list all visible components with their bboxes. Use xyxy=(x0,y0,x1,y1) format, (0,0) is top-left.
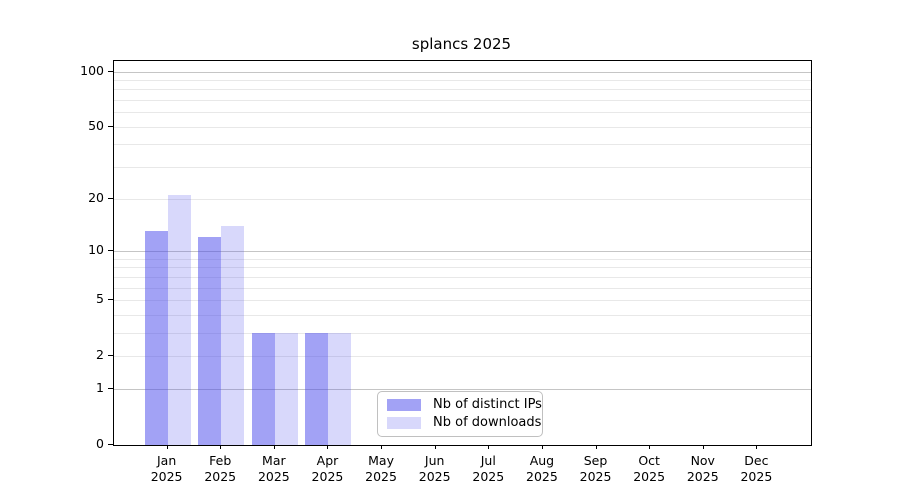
x-tick-label: Aug 2025 xyxy=(526,453,558,484)
bar-downloads xyxy=(274,332,298,445)
y-tick-label: 100 xyxy=(80,62,104,78)
bar-downloads xyxy=(167,194,191,445)
legend: Nb of distinct IPs Nb of downloads xyxy=(377,391,543,437)
gridline-minor xyxy=(114,258,811,260)
x-tick-label: Sep 2025 xyxy=(579,453,612,484)
gridline-major xyxy=(114,71,811,73)
gridline-minor xyxy=(114,314,811,316)
y-axis-tick xyxy=(108,355,113,357)
y-tick-label: 10 xyxy=(88,241,104,257)
bar-distinct-ips xyxy=(305,332,329,445)
plot-area xyxy=(113,60,812,446)
legend-item: Nb of downloads xyxy=(387,415,541,431)
y-axis-tick xyxy=(108,197,113,199)
y-axis-tick xyxy=(108,70,113,72)
x-tick-label: Jun 2025 xyxy=(418,453,451,484)
y-axis-tick xyxy=(108,125,113,127)
gridline-minor xyxy=(114,167,811,169)
x-axis-tick xyxy=(702,445,704,449)
legend-swatch-downloads xyxy=(387,417,421,429)
gridline-minor xyxy=(114,356,811,358)
y-tick-label: 50 xyxy=(88,117,104,133)
x-tick-label: May 2025 xyxy=(365,453,397,484)
x-axis-tick xyxy=(381,445,383,449)
gridline-minor xyxy=(114,276,811,278)
gridline-minor xyxy=(114,332,811,334)
x-axis-tick xyxy=(434,445,436,449)
x-tick-label: Jan 2025 xyxy=(150,453,183,484)
x-axis-tick xyxy=(488,445,490,449)
legend-swatch-distinct-ips xyxy=(387,399,421,411)
legend-label: Nb of downloads xyxy=(433,415,542,430)
y-axis-tick xyxy=(108,298,113,300)
gridline-major xyxy=(114,388,811,390)
y-tick-label: 2 xyxy=(96,347,104,363)
x-tick-label: Dec 2025 xyxy=(740,453,773,484)
x-axis-tick xyxy=(166,445,168,449)
y-tick-label: 0 xyxy=(96,436,104,451)
gridline-minor xyxy=(114,112,811,114)
bar-downloads xyxy=(328,332,352,445)
x-tick-label: Oct 2025 xyxy=(633,453,666,484)
gridline-minor xyxy=(114,100,811,102)
y-tick-label: 20 xyxy=(88,189,104,205)
bar-distinct-ips xyxy=(198,237,222,445)
bar-downloads xyxy=(221,225,245,445)
x-axis-tick xyxy=(273,445,275,449)
y-axis-tick xyxy=(108,249,113,251)
bar-distinct-ips xyxy=(144,231,168,445)
x-axis-tick xyxy=(649,445,651,449)
gridline-minor xyxy=(114,126,811,128)
legend-label: Nb of distinct IPs xyxy=(433,397,542,412)
x-tick-label: Apr 2025 xyxy=(311,453,344,484)
x-axis-tick xyxy=(541,445,543,449)
gridline-major xyxy=(114,250,811,252)
y-tick-label: 1 xyxy=(96,379,104,395)
y-axis-tick xyxy=(108,387,113,389)
gridline-minor xyxy=(114,198,811,200)
gridline-minor xyxy=(114,267,811,269)
x-axis-tick xyxy=(595,445,597,449)
gridline-minor xyxy=(114,144,811,146)
x-tick-label: Jul 2025 xyxy=(472,453,505,484)
y-axis-tick xyxy=(108,444,113,445)
gridline-minor xyxy=(114,79,811,81)
gridline-minor xyxy=(114,299,811,301)
x-axis-tick xyxy=(327,445,329,449)
y-tick-label: 5 xyxy=(96,290,104,306)
x-axis-tick xyxy=(756,445,758,449)
x-tick-label: Feb 2025 xyxy=(204,453,237,484)
legend-item: Nb of distinct IPs xyxy=(387,397,542,413)
bar-distinct-ips xyxy=(251,332,275,445)
gridline-minor xyxy=(114,89,811,91)
x-axis-tick xyxy=(220,445,222,449)
x-tick-label: Nov 2025 xyxy=(686,453,719,484)
x-tick-label: Mar 2025 xyxy=(257,453,290,484)
gridline-minor xyxy=(114,287,811,289)
chart-title: splancs 2025 xyxy=(411,35,512,53)
